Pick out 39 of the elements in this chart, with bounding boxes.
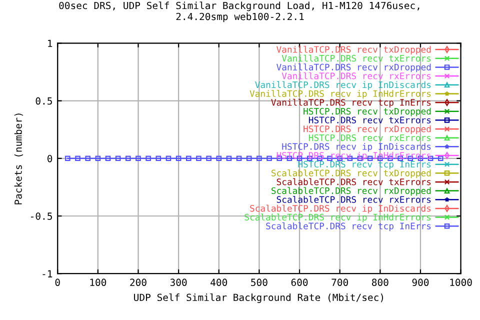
- y-tick-label: -1: [42, 270, 52, 278]
- x-tick-label: 500: [251, 278, 268, 286]
- y-tick-label: 0.5: [36, 97, 52, 105]
- y-tick-label: 1: [48, 40, 52, 47]
- legend-label: ScalableTCP.DRS recv ip InDiscards: [250, 204, 431, 214]
- legend-label: VanillaTCP.DRS recv ip InHdrErrors: [250, 90, 431, 99]
- legend-label: ScalableTCP.DRS recv rxErrors: [276, 196, 431, 203]
- x-axis-title: UDP Self Similar Background Rate (Mbit/sec): [134, 293, 384, 304]
- x-tick-label: 600: [291, 278, 308, 286]
- legend-label: HSTCP.DRS recv txDropped: [304, 108, 431, 116]
- legend-label: HSTCP.DRS recv rxErrors: [308, 134, 431, 142]
- legend-label: VanillaTCP.DRS recv ip InDiscards: [255, 81, 431, 90]
- chart-title: 00sec DRS, UDP Self Similar Background Load, H1-M120 1476usec, 2.4.20smp web100-2.2.1: [59, 2, 420, 22]
- x-tick-label: 800: [372, 278, 388, 286]
- x-tick-label: 400: [210, 278, 228, 286]
- legend-label: ScalableTCP.DRS recv tcp InErrs: [266, 222, 431, 232]
- x-tick-label: 300: [170, 278, 187, 286]
- x-tick-label: 0: [55, 278, 60, 286]
- legend-label: VanillaTCP.DRS recv txErrors: [282, 54, 431, 62]
- legend-label: HSTCP.DRS recv tcp InErrs: [298, 160, 431, 170]
- y-axis-title: Packets (number): [14, 114, 24, 204]
- x-tick-label: 1000: [450, 278, 472, 286]
- legend-label: ScalableTCP.DRS recv txErrors: [276, 178, 431, 186]
- legend-label: ScalableTCP.DRS recv ip InHdrErrors: [244, 214, 431, 222]
- legend-label: HSTCP.DRS recv txErrors: [308, 116, 431, 124]
- y-tick-label: 0: [48, 154, 52, 162]
- x-tick-label: 900: [412, 278, 429, 286]
- legend-label: ScalableTCP.DRS recv txDropped: [272, 169, 431, 178]
- legend-label: VanillaTCP.DRS recv rxDropped: [276, 64, 431, 72]
- x-tick-label: 100: [90, 278, 106, 286]
- legend-label: HSTCP.DRS recv ip InDiscards: [282, 143, 431, 152]
- x-tick-label: 200: [130, 278, 146, 286]
- legend-label: VanillaTCP.DRS recv tcp InErrs: [271, 98, 431, 108]
- legend-label: VanillaTCP.DRS recv rxErrors: [282, 72, 431, 80]
- y-tick-label: -0.5: [31, 212, 52, 220]
- legend-label: ScalableTCP.DRS recv rxDropped: [272, 187, 431, 196]
- legend-label: HSTCP.DRS recv rxDropped: [304, 125, 431, 134]
- x-tick-label: 700: [332, 278, 348, 286]
- legend-label: VanillaTCP.DRS recv txDropped: [276, 46, 431, 55]
